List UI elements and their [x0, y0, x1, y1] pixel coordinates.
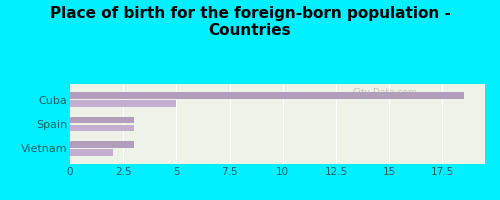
Bar [70, 100, 176, 107]
Bar [70, 149, 112, 156]
Bar [70, 92, 464, 99]
Bar [70, 141, 134, 148]
Bar [70, 117, 134, 123]
Text: Place of birth for the foreign-born population -
Countries: Place of birth for the foreign-born popu… [50, 6, 450, 38]
Bar [70, 125, 134, 131]
Text: City-Data.com: City-Data.com [352, 88, 417, 97]
